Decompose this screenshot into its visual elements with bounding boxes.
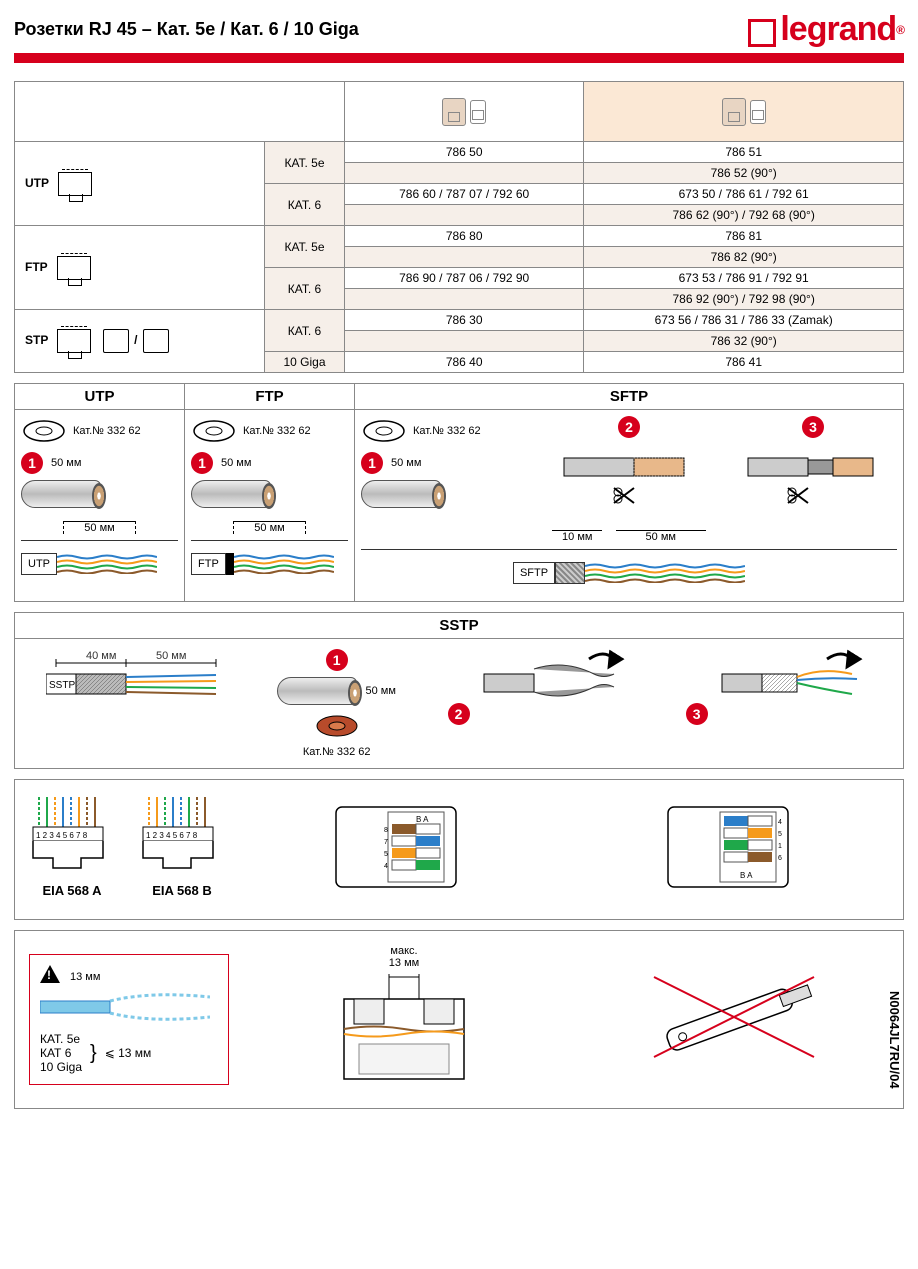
svg-text:5: 5 [384, 851, 388, 858]
row-label-stp: STP / [15, 310, 265, 373]
product-table: UTP КАТ. 5е 786 50 786 51 786 52 (90°) К… [14, 81, 904, 373]
svg-text:50 мм: 50 мм [156, 650, 186, 662]
ftp-title: FTP [185, 384, 354, 410]
svg-text:1 2 3 4 5 6 7 8: 1 2 3 4 5 6 7 8 [146, 831, 198, 840]
row-label-utp: UTP [15, 142, 265, 226]
connector-view-2: 4 5 1 6 B A [660, 792, 810, 902]
cable-cut-diagram [554, 438, 704, 518]
row-label-ftp: FTP [15, 226, 265, 310]
connector-view-1: B A 8 7 5 4 [328, 792, 478, 902]
svg-text:5: 5 [778, 831, 782, 838]
cable-cut-diagram-3 [738, 438, 888, 518]
accent-bar [14, 53, 904, 63]
wiring-standards-section: 1 2 3 4 5 6 7 8 EIA 568 A 1 2 3 4 5 6 7 … [14, 779, 904, 920]
warning-box: 13 мм КАТ. 5е КАТ 6 10 Giga } ⩽ 13 мм [29, 954, 229, 1085]
document-code: N0064JL7RU/04 [887, 991, 902, 1089]
svg-text:B A: B A [740, 871, 753, 880]
sftp-title: SFTP [355, 384, 903, 410]
warning-icon [40, 965, 60, 983]
rj45-jack-a: 1 2 3 4 5 6 7 8 [27, 792, 117, 872]
cable-icon [21, 480, 101, 508]
svg-text:SSTP: SSTP [49, 680, 75, 691]
sstp-step3-diagram [712, 649, 872, 719]
svg-text:40 мм: 40 мм [86, 650, 116, 662]
sstp-dims-diagram: 40 мм 50 мм SSTP [46, 649, 226, 719]
stripper-tool-icon [21, 416, 67, 446]
stripper-tool-icon [191, 416, 237, 446]
svg-text:6: 6 [778, 855, 782, 862]
svg-text:7: 7 [384, 839, 388, 846]
svg-text:4: 4 [384, 863, 388, 870]
bottom-section: 13 мм КАТ. 5е КАТ 6 10 Giga } ⩽ 13 мм ма… [14, 930, 904, 1109]
step-1-badge: 1 [21, 452, 43, 474]
svg-text:B A: B A [416, 815, 429, 824]
svg-text:1: 1 [778, 843, 782, 850]
cable-prep-section-1: UTP Кат.№ 332 62 1 50 мм 50 мм UTP FTP К… [14, 383, 904, 602]
rj45-jack-b: 1 2 3 4 5 6 7 8 [137, 792, 227, 872]
page-title: Розетки RJ 45 – Кат. 5е / Кат. 6 / 10 Gi… [14, 19, 359, 40]
brand-logo: legrand® [748, 10, 904, 49]
socket-assembly-diagram [304, 969, 504, 1089]
svg-text:1 2 3 4 5 6 7 8: 1 2 3 4 5 6 7 8 [36, 831, 88, 840]
sstp-step2-diagram [474, 649, 634, 719]
punch-tool-crossed-icon [634, 957, 834, 1077]
svg-text:4: 4 [778, 819, 782, 826]
sstp-section: SSTP 40 мм 50 мм SSTP 1 50 мм Кат.№ 33 [14, 612, 904, 769]
brand-logo-icon [748, 16, 776, 44]
brand-name: legrand [780, 10, 896, 49]
utp-title: UTP [15, 384, 184, 410]
svg-text:8: 8 [384, 827, 388, 834]
wires-icon [57, 554, 157, 574]
